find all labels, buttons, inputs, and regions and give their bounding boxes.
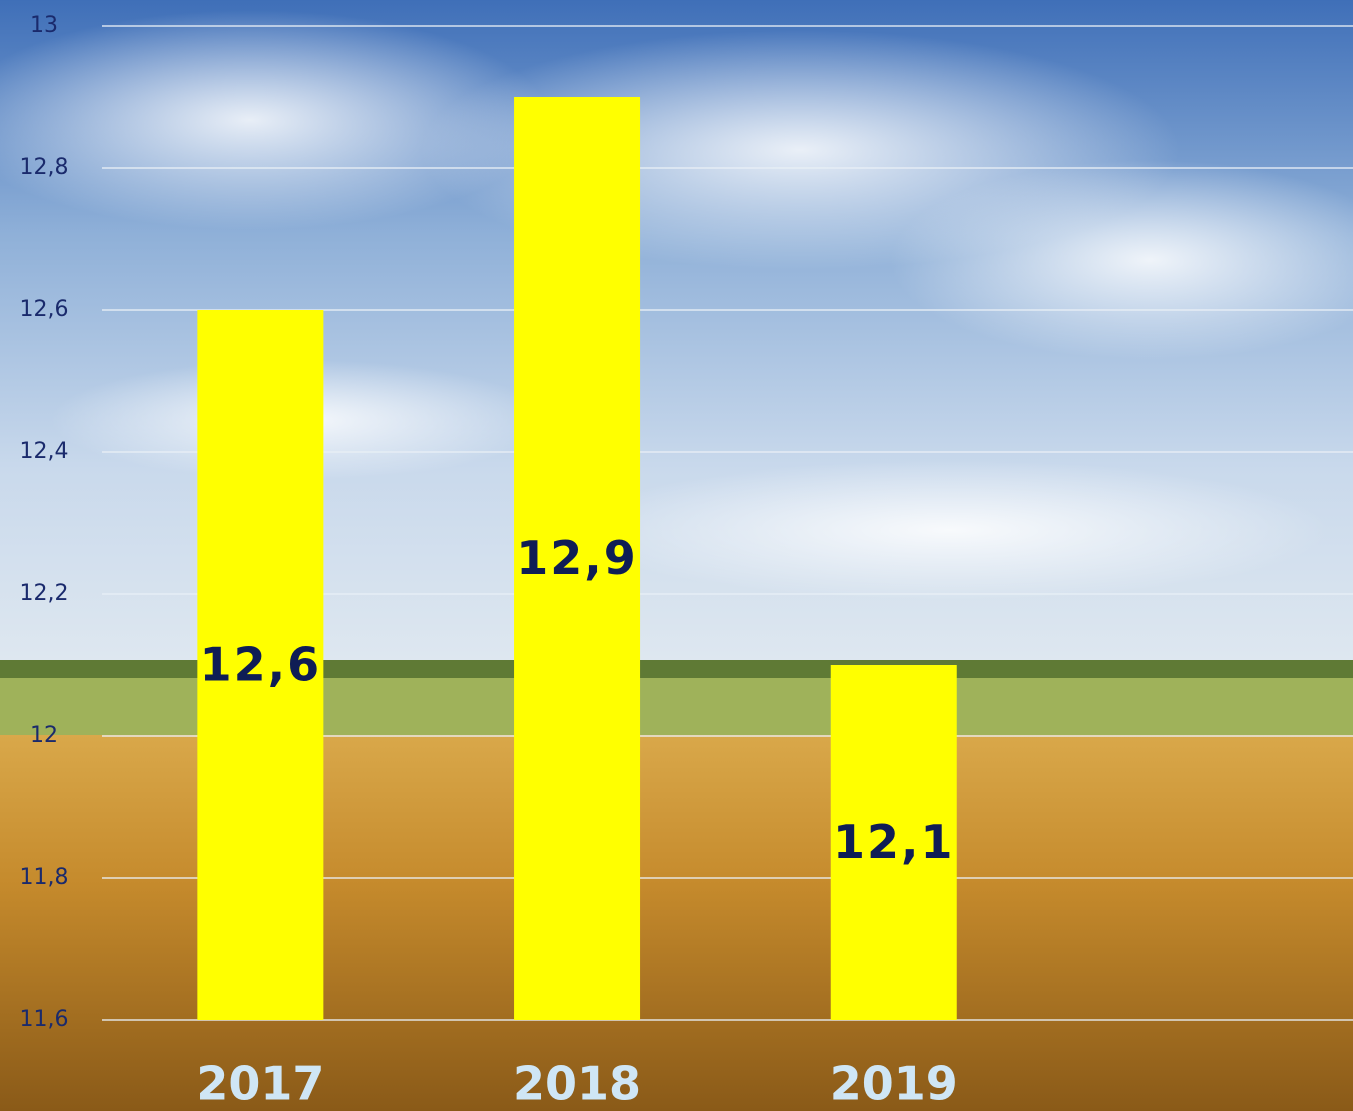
- bar: [830, 665, 957, 1020]
- y-tick-label: 11,8: [20, 865, 69, 890]
- y-tick-label: 11,6: [20, 1007, 69, 1032]
- bar: [514, 97, 641, 1020]
- value-label: 12,1: [833, 815, 955, 869]
- y-tick-label: 12,4: [20, 439, 69, 464]
- y-tick-label: 12: [30, 723, 58, 748]
- bar: [197, 310, 324, 1020]
- y-tick-label: 13: [30, 13, 58, 38]
- y-tick-label: 12,6: [20, 297, 69, 322]
- x-tick-label: 2018: [513, 1057, 641, 1111]
- y-tick-label: 12,2: [20, 581, 69, 606]
- value-label: 12,6: [200, 638, 322, 692]
- y-tick-label: 12,8: [20, 155, 69, 180]
- value-label: 12,9: [516, 531, 638, 585]
- x-tick-label: 2017: [196, 1057, 324, 1111]
- x-tick-label: 2019: [830, 1057, 958, 1111]
